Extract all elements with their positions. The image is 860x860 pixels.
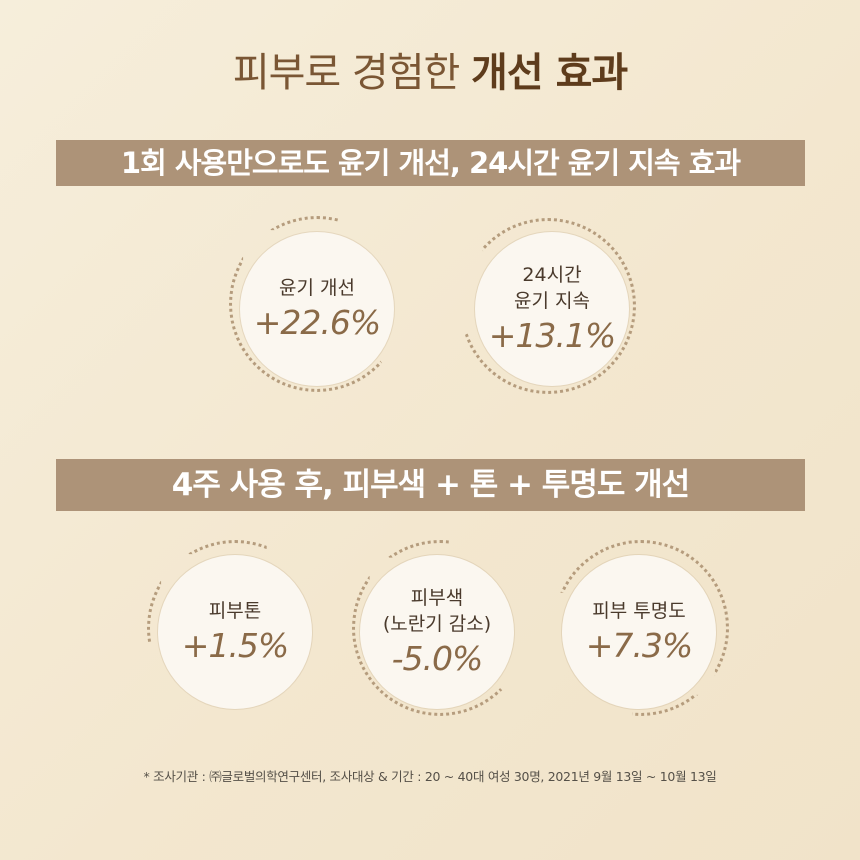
stat-label: 피부 투명도 <box>592 599 686 622</box>
stat-label: 윤기 개선 <box>279 276 355 299</box>
stat-value: +13.1% <box>488 316 616 356</box>
stat-circle-gloss: 윤기 개선 +22.6% <box>240 232 394 386</box>
stat-label: 피부톤 <box>208 599 262 622</box>
title-bold: 개선 효과 <box>471 50 628 96</box>
stat-value: +1.5% <box>181 626 289 666</box>
stat-label: 24시간 <box>522 263 582 286</box>
stat-circle-clarity: 피부 투명도 +7.3% <box>562 555 716 709</box>
page-title: 피부로 경험한 개선 효과 <box>0 40 860 98</box>
stat-circle-skin-tone: 피부톤 +1.5% <box>158 555 312 709</box>
stat-label-sub: 윤기 지속 <box>514 289 590 312</box>
stat-label-sub: (노란기 감소) <box>382 612 492 635</box>
stat-value: +7.3% <box>585 626 693 666</box>
stat-circle-gloss-24h: 24시간 윤기 지속 +13.1% <box>475 232 629 386</box>
stat-circle-skin-color: 피부색 (노란기 감소) -5.0% <box>360 555 514 709</box>
stat-value: +22.6% <box>253 303 381 343</box>
footnote: * 조사기관 : ㈜글로벌의학연구센터, 조사대상 & 기간 : 20 ~ 40… <box>143 769 717 784</box>
section-banner-1: 1회 사용만으로도 윤기 개선, 24시간 윤기 지속 효과 <box>56 140 805 186</box>
section-banner-2: 4주 사용 후, 피부색 + 톤 + 투명도 개선 <box>56 459 805 511</box>
stat-value: -5.0% <box>391 639 484 679</box>
stat-label: 피부색 <box>410 586 464 609</box>
title-normal: 피부로 경험한 <box>232 50 472 96</box>
